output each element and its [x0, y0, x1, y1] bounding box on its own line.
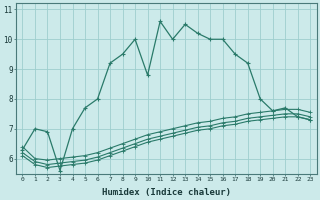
- X-axis label: Humidex (Indice chaleur): Humidex (Indice chaleur): [102, 188, 231, 197]
